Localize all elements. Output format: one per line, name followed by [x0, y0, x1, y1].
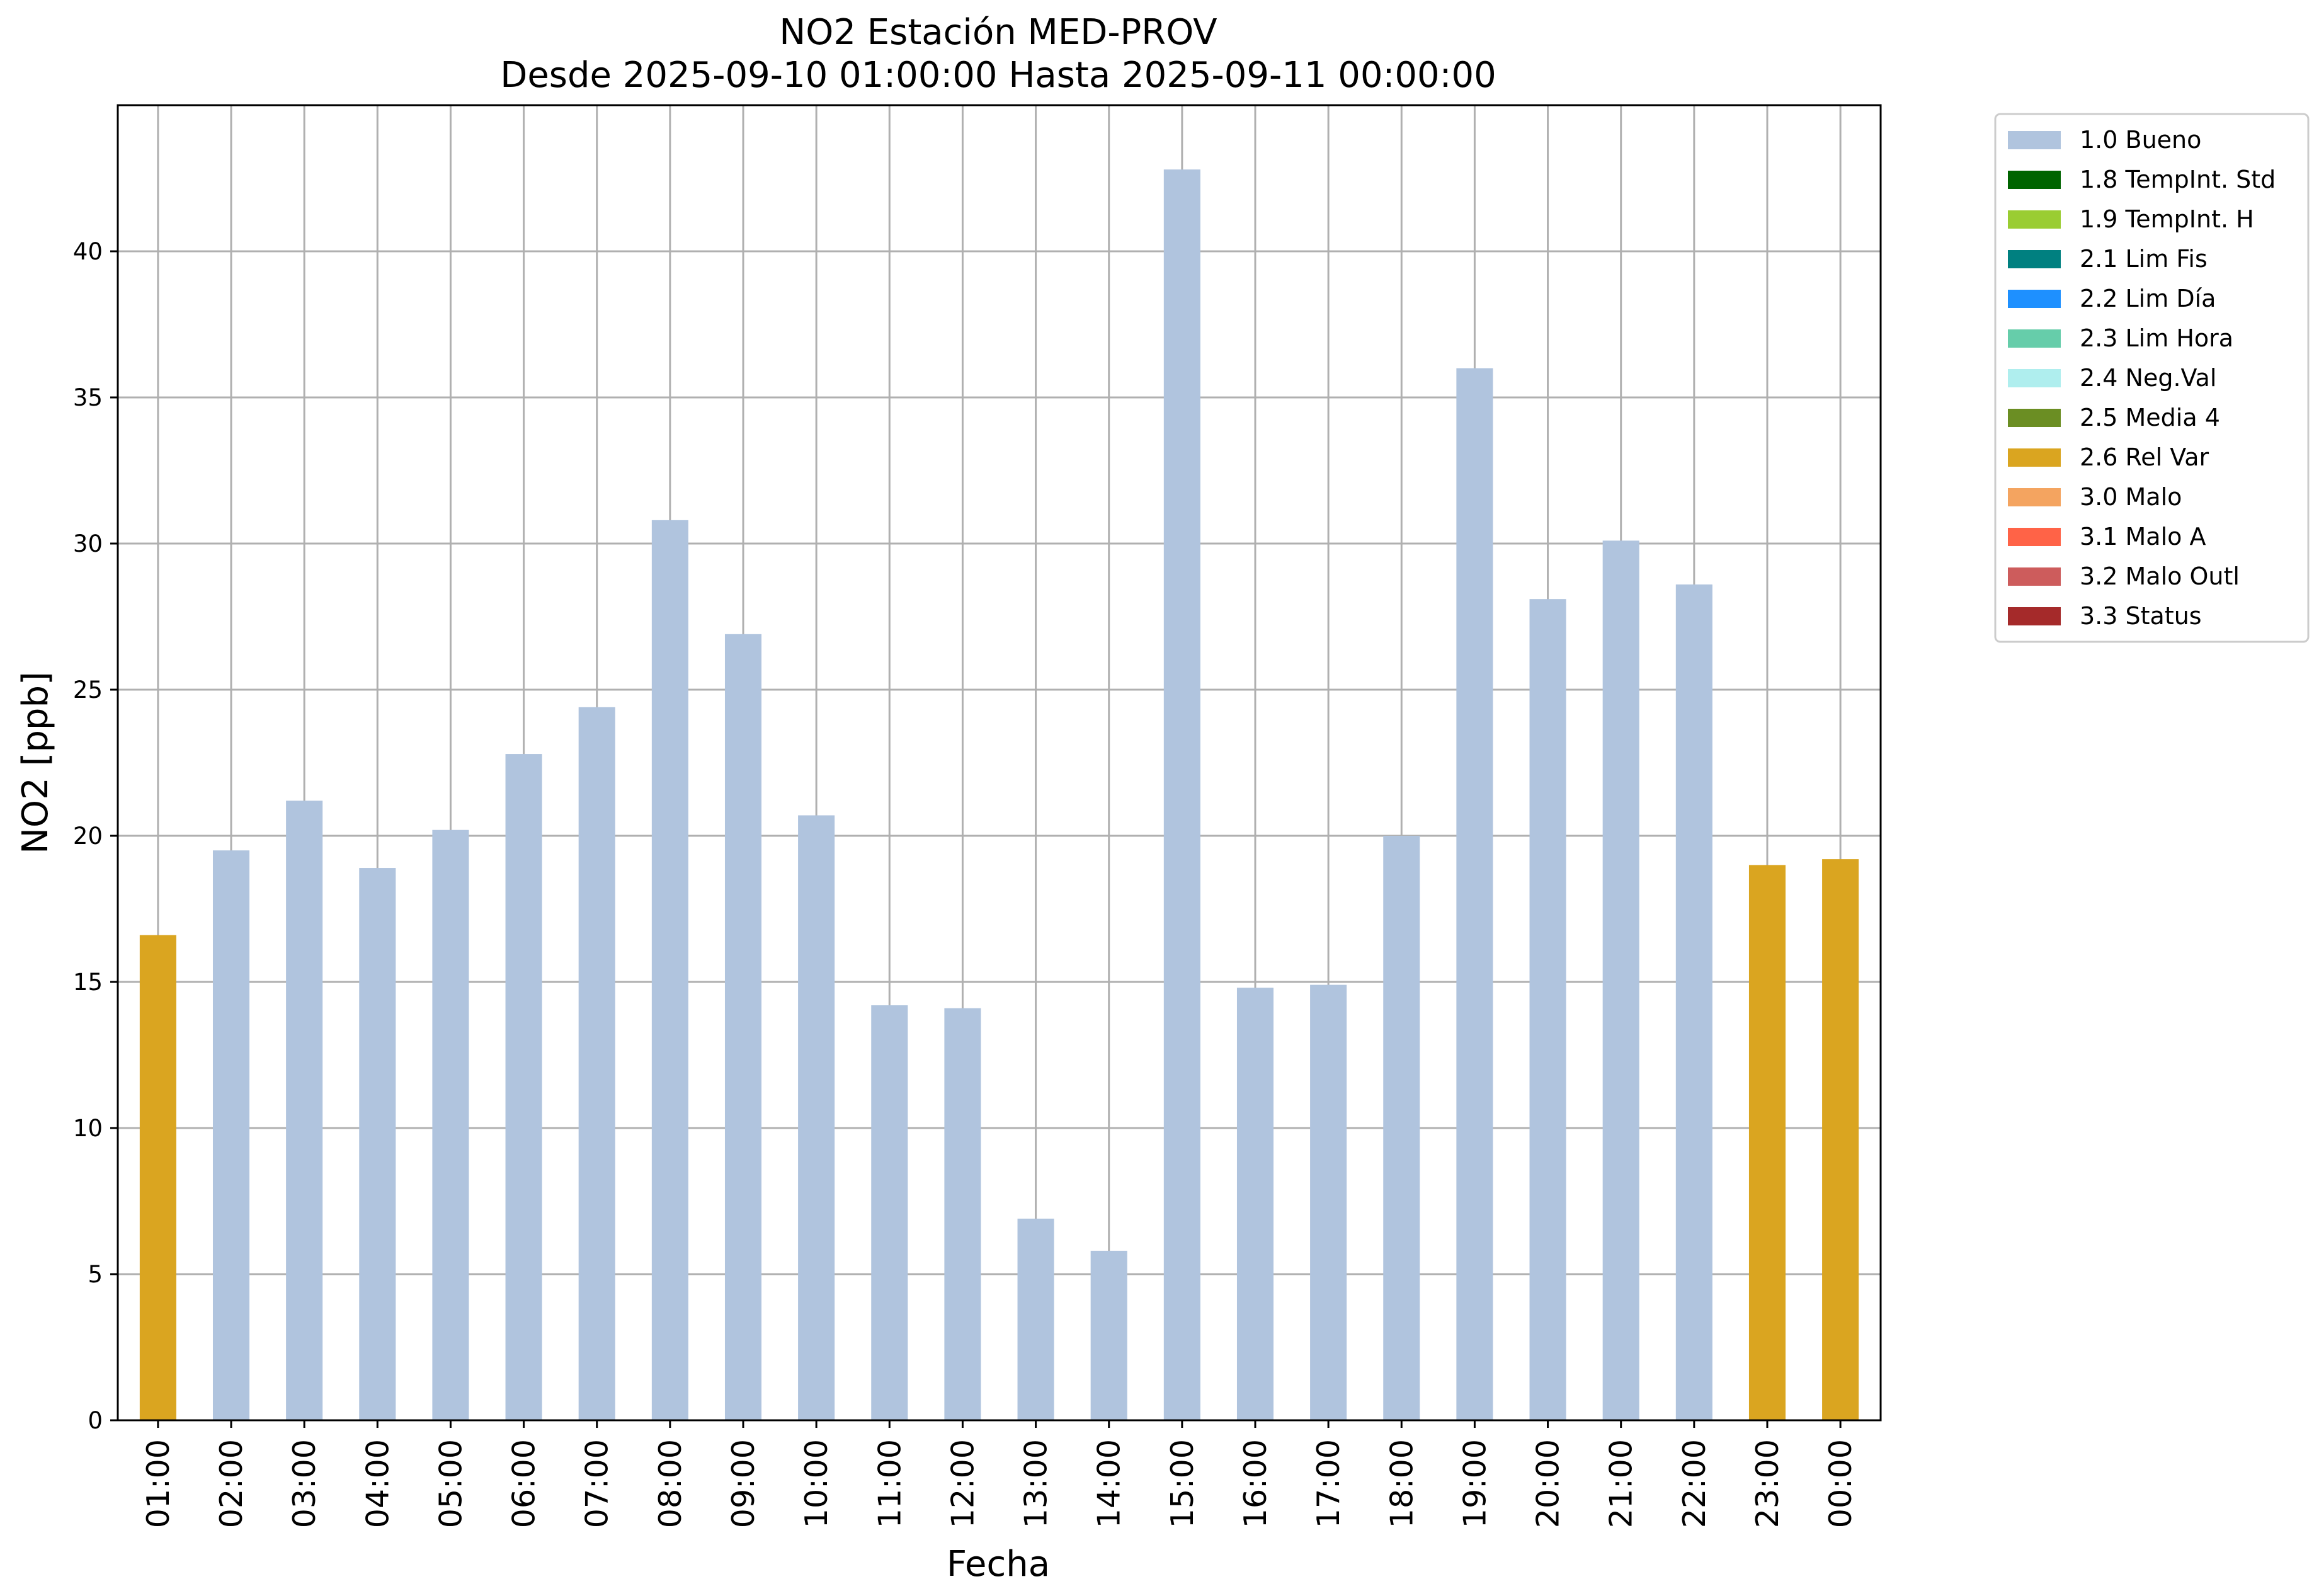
legend-swatch — [2008, 290, 2061, 308]
x-tick-label: 13:00 — [1018, 1439, 1054, 1528]
bar-0800 — [651, 520, 688, 1420]
bar-1900 — [1456, 368, 1493, 1420]
bar-0700 — [578, 707, 615, 1420]
x-tick-label: 07:00 — [579, 1439, 615, 1528]
x-tick-label: 01:00 — [140, 1439, 176, 1528]
legend-entry-label: 2.5 Media 4 — [2080, 404, 2220, 431]
bar-1100 — [871, 1005, 908, 1420]
x-tick-label: 19:00 — [1457, 1439, 1493, 1528]
chart-title: NO2 Estación MED-PROV — [779, 12, 1217, 53]
legend-entry-label: 2.6 Rel Var — [2080, 443, 2209, 471]
x-tick-label: 20:00 — [1530, 1439, 1566, 1528]
legend-entry-label: 3.2 Malo Outl — [2080, 562, 2240, 590]
y-tick-label: 5 — [88, 1261, 103, 1288]
y-tick-label: 10 — [73, 1115, 103, 1142]
x-tick-label: 05:00 — [433, 1439, 469, 1528]
x-tick-label: 16:00 — [1238, 1439, 1273, 1528]
plot-frame — [117, 104, 1882, 1422]
bar-1600 — [1236, 988, 1274, 1420]
x-tick-label: 15:00 — [1165, 1439, 1200, 1528]
bar-1400 — [1090, 1250, 1127, 1420]
x-tick-label: 23:00 — [1750, 1439, 1786, 1528]
y-tick-label: 25 — [73, 676, 103, 704]
legend-swatch — [2008, 488, 2061, 506]
y-tick-label: 40 — [73, 238, 103, 265]
bar-2300 — [1748, 865, 1786, 1420]
x-tick-label: 08:00 — [652, 1439, 688, 1528]
x-tick-label: 10:00 — [799, 1439, 835, 1528]
x-tick-label: 17:00 — [1311, 1439, 1347, 1528]
bar-1700 — [1310, 984, 1347, 1420]
legend-entry-label: 2.4 Neg.Val — [2080, 364, 2216, 392]
legend-entry-label: 3.0 Malo — [2080, 483, 2182, 511]
legend-entry-label: 2.1 Lim Fis — [2080, 245, 2208, 273]
y-tick-label: 35 — [73, 384, 103, 411]
x-tick-label: 02:00 — [214, 1439, 249, 1528]
legend-entry-label: 1.8 TempInt. Std — [2080, 166, 2276, 193]
bar-0100 — [139, 935, 176, 1420]
y-tick-label: 20 — [73, 823, 103, 850]
bar-0900 — [724, 634, 762, 1420]
bar-0300 — [286, 801, 323, 1420]
legend-swatch — [2008, 607, 2061, 625]
y-tick-label: 0 — [88, 1407, 103, 1434]
chart-subtitle: Desde 2025-09-10 01:00:00 Hasta 2025-09-… — [500, 55, 1496, 96]
bar-0400 — [359, 868, 396, 1420]
legend-frame — [1994, 113, 2310, 643]
bar-1000 — [798, 815, 835, 1420]
x-tick-label: 22:00 — [1677, 1439, 1712, 1528]
x-tick-label: 00:00 — [1823, 1439, 1859, 1528]
x-tick-label: 12:00 — [945, 1439, 981, 1528]
bar-0000 — [1822, 859, 1859, 1420]
x-tick-label: 21:00 — [1604, 1439, 1639, 1528]
bar-1800 — [1383, 836, 1420, 1420]
x-tick-label: 03:00 — [287, 1439, 322, 1528]
legend-entry-label: 2.3 Lim Hora — [2080, 324, 2233, 352]
x-tick-label: 14:00 — [1091, 1439, 1127, 1528]
legend-entry-label: 2.2 Lim Día — [2080, 285, 2216, 312]
legend-swatch — [2008, 448, 2061, 467]
bar-1500 — [1163, 169, 1200, 1421]
bar-0600 — [505, 754, 542, 1420]
legend-swatch — [2008, 409, 2061, 427]
x-axis-ticks: 01:00 02:00 03:00 04:00 05:00 06:00 07:00 08:00… — [140, 1420, 1859, 1528]
legend-swatch — [2008, 210, 2061, 229]
legend-swatch — [2008, 171, 2061, 189]
legend-swatch — [2008, 131, 2061, 149]
bar-1300 — [1017, 1218, 1054, 1420]
bar-1200 — [944, 1008, 981, 1420]
bar-2200 — [1675, 584, 1712, 1421]
x-tick-label: 04:00 — [360, 1439, 396, 1528]
y-tick-label: 15 — [73, 969, 103, 996]
y-tick-label: 30 — [73, 530, 103, 557]
x-tick-label: 06:00 — [506, 1439, 542, 1528]
y-axis-ticks: 0 5 10 15 20 25 30 35 40 — [73, 238, 118, 1434]
legend-entry-label: 3.1 Malo A — [2080, 523, 2206, 550]
x-axis-label: Fecha — [947, 1544, 1050, 1585]
bar-2100 — [1602, 540, 1639, 1420]
legend-entry-label: 3.3 Status — [2080, 602, 2202, 630]
legend: 1.0 Bueno 1.8 TempInt. Std 1.9 TempInt. H 2… — [1994, 113, 2310, 643]
legend-entry-label: 1.9 TempInt. H — [2080, 205, 2254, 233]
y-axis-label: NO2 [ppb] — [15, 671, 56, 854]
legend-swatch — [2008, 329, 2061, 348]
x-tick-label: 18:00 — [1384, 1439, 1420, 1528]
legend-swatch — [2008, 250, 2061, 268]
x-tick-label: 09:00 — [726, 1439, 761, 1528]
legend-swatch — [2008, 528, 2061, 546]
bar-2000 — [1529, 599, 1566, 1421]
bar-0200 — [212, 850, 250, 1420]
bars-group — [139, 169, 1859, 1421]
bar-0500 — [432, 829, 469, 1420]
legend-entry-label: 1.0 Bueno — [2080, 126, 2201, 154]
legend-swatch — [2008, 567, 2061, 586]
x-tick-label: 11:00 — [872, 1439, 908, 1528]
legend-swatch — [2008, 369, 2061, 387]
